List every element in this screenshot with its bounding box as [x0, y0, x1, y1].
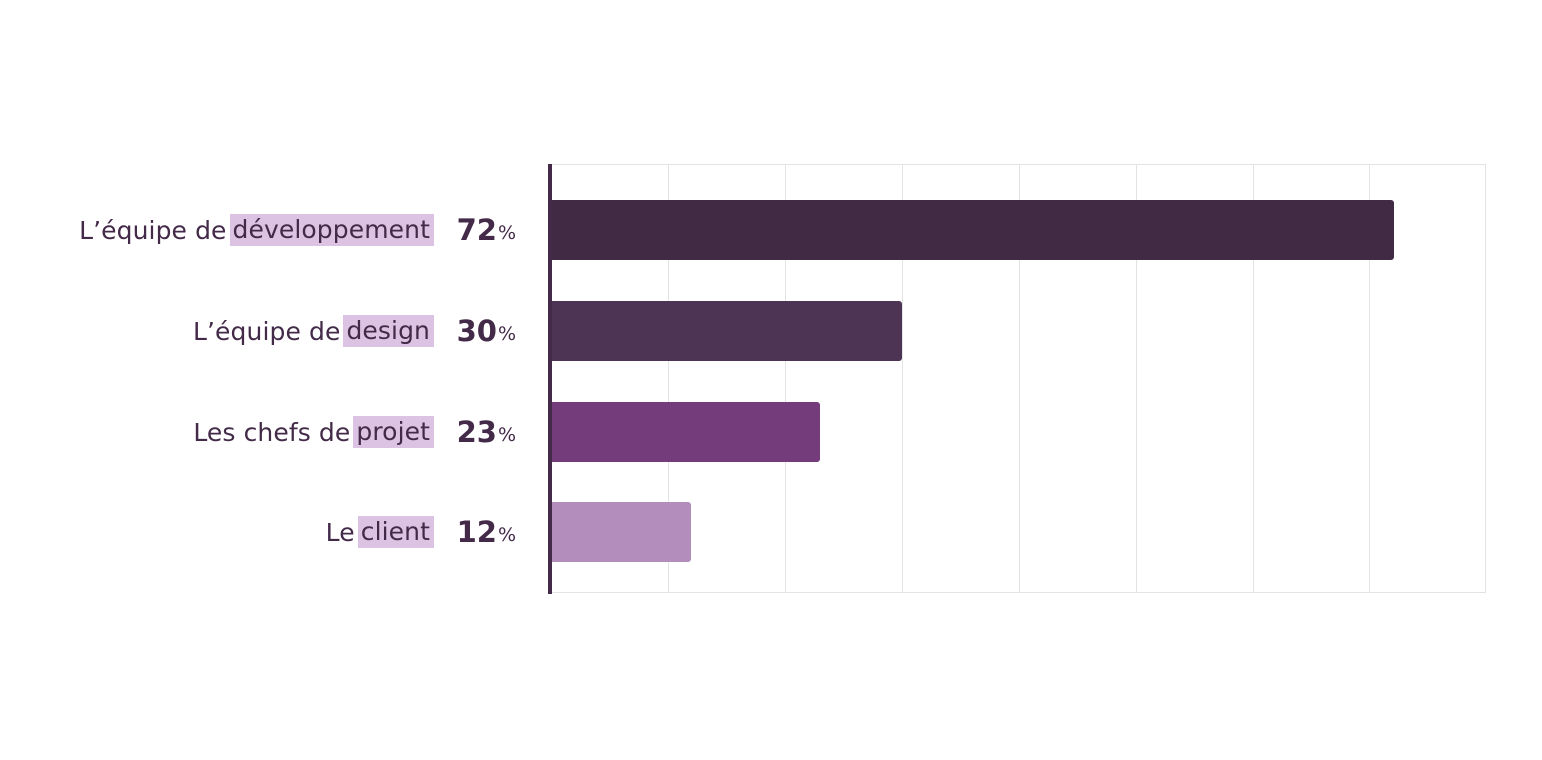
- gridline: [1369, 165, 1370, 592]
- category-prefix: Le: [325, 517, 355, 547]
- value-label: 30 %: [457, 301, 516, 361]
- category-highlight: client: [357, 516, 434, 548]
- gridline: [785, 165, 786, 592]
- gridline: [902, 165, 903, 592]
- bar-row: L’équipe de design 30 %: [0, 301, 1542, 361]
- value-label: 23 %: [457, 402, 516, 462]
- value-label: 12 %: [457, 502, 516, 562]
- gridline: [668, 165, 669, 592]
- value-unit: %: [497, 323, 516, 345]
- bar: [552, 301, 902, 361]
- value-unit: %: [497, 222, 516, 244]
- bar-row: Les chefs de projet 23 %: [0, 402, 1542, 462]
- bar: [552, 502, 691, 562]
- value-number: 72: [456, 213, 497, 247]
- value-label: 72 %: [457, 200, 516, 260]
- value-unit: %: [497, 424, 516, 446]
- plot-area: [551, 164, 1486, 593]
- category-label: L’équipe de design: [193, 301, 434, 361]
- y-axis-line: [548, 164, 552, 594]
- gridline: [1253, 165, 1254, 592]
- category-highlight: développement: [229, 214, 434, 246]
- category-prefix: L’équipe de: [79, 215, 227, 245]
- value-unit: %: [497, 524, 516, 546]
- category-label: Les chefs de projet: [193, 402, 434, 462]
- bar-row: L’équipe de développement 72 %: [0, 200, 1542, 260]
- value-number: 23: [456, 415, 497, 449]
- bar: [552, 402, 820, 462]
- gridline: [1019, 165, 1020, 592]
- category-label: Le client: [326, 502, 434, 562]
- category-highlight: projet: [353, 416, 434, 448]
- gridline: [1136, 165, 1137, 592]
- value-number: 30: [456, 314, 497, 348]
- bar-row: Le client 12 %: [0, 502, 1542, 562]
- bar: [552, 200, 1394, 260]
- category-highlight: design: [343, 315, 434, 347]
- category-label: L’équipe de développement: [79, 200, 434, 260]
- value-number: 12: [456, 515, 497, 549]
- category-prefix: Les chefs de: [193, 417, 351, 447]
- category-prefix: L’équipe de: [192, 316, 341, 346]
